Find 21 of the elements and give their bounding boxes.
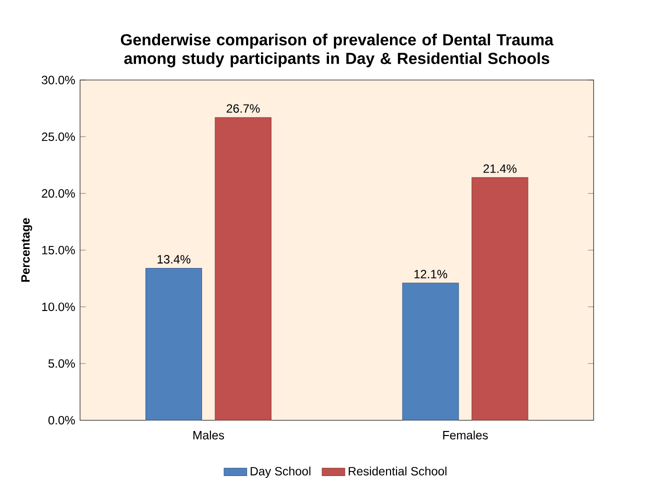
y-tick-label: 0.0% [48, 416, 75, 425]
data-label: 26.7% [226, 104, 260, 113]
y-tick-label: 25.0% [42, 132, 75, 142]
y-tick-label: 20.0% [42, 189, 75, 198]
x-tick-label: Males [193, 430, 224, 440]
y-tick-label: 30.0% [42, 76, 75, 84]
y-tick-label: 15.0% [42, 246, 75, 255]
data-label: 21.4% [484, 164, 517, 173]
bar [145, 268, 202, 420]
legend-label: Residential School [348, 466, 446, 476]
bar [472, 177, 528, 420]
x-tick-label: Females [443, 430, 488, 440]
y-tick-label: 10.0% [42, 302, 75, 312]
data-label: 13.4% [158, 255, 190, 264]
bar [214, 117, 272, 420]
y-tick-label: 5.0% [48, 359, 75, 368]
y-axis-title: Percentage [21, 218, 32, 282]
data-label: 12.1% [414, 270, 448, 278]
chart-title: Genderwise comparison of prevalence of Dental Trauma among study participants in Day & Residential Schools [120, 34, 554, 68]
bar [402, 282, 459, 420]
legend-label: Day School [250, 466, 310, 478]
